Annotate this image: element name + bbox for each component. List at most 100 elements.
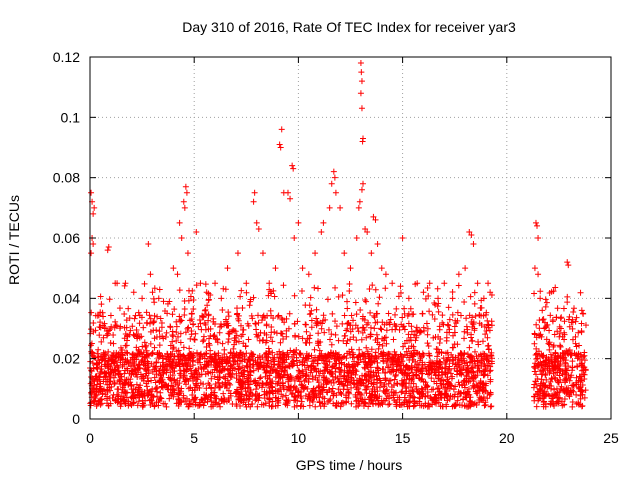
data-point [224, 265, 231, 272]
data-point [173, 337, 180, 344]
data-point [169, 338, 176, 345]
data-point [87, 402, 94, 409]
data-point [226, 357, 233, 364]
data-point [167, 324, 174, 331]
data-point [88, 326, 95, 333]
data-point [133, 326, 140, 333]
data-point [135, 309, 142, 316]
data-point [98, 365, 105, 372]
data-point [326, 397, 333, 404]
data-point [390, 361, 397, 368]
data-point [227, 350, 234, 357]
data-point [478, 357, 485, 364]
data-point [302, 339, 309, 346]
data-point [336, 379, 343, 386]
data-point [537, 385, 544, 392]
data-point [413, 372, 420, 379]
data-point [207, 347, 214, 354]
data-point [176, 397, 183, 404]
data-point [488, 358, 495, 365]
data-point [547, 312, 554, 319]
data-point [569, 358, 576, 365]
data-point [330, 400, 337, 407]
data-point [154, 350, 161, 357]
data-point [180, 198, 187, 205]
data-point [293, 347, 300, 354]
data-point [229, 367, 236, 374]
data-point [294, 362, 301, 369]
data-point [130, 289, 137, 296]
data-point [135, 346, 142, 353]
data-point [156, 342, 163, 349]
data-point [348, 384, 355, 391]
data-point [570, 305, 577, 312]
data-point [533, 351, 540, 358]
data-point [227, 392, 234, 399]
data-point [201, 319, 208, 326]
data-point [386, 392, 393, 399]
data-point [480, 360, 487, 367]
data-point [449, 295, 456, 302]
data-point [316, 399, 323, 406]
data-point [445, 304, 452, 311]
data-point [100, 334, 107, 341]
data-point [386, 377, 393, 384]
data-point [335, 337, 342, 344]
data-point [289, 390, 296, 397]
data-point [340, 386, 347, 393]
data-point [122, 331, 129, 338]
data-point [344, 367, 351, 374]
data-point [431, 378, 438, 385]
data-point [90, 241, 97, 248]
data-point [222, 373, 229, 380]
data-point [277, 144, 284, 151]
data-point [115, 350, 122, 357]
data-point [175, 353, 182, 360]
data-point [400, 343, 407, 350]
data-point [187, 293, 194, 300]
data-point [199, 396, 206, 403]
data-point [225, 309, 232, 316]
data-point [442, 370, 449, 377]
data-point [558, 314, 565, 321]
data-point [321, 403, 328, 410]
data-point [314, 356, 321, 363]
data-point [141, 389, 148, 396]
data-point [138, 390, 145, 397]
data-point [407, 398, 414, 405]
data-point [235, 396, 242, 403]
data-point [148, 360, 155, 367]
data-point [218, 295, 225, 302]
data-point [147, 328, 154, 335]
data-point [535, 235, 542, 241]
data-point [539, 382, 546, 389]
data-point [409, 352, 416, 359]
data-point [105, 244, 112, 251]
data-point [192, 330, 199, 337]
data-point [207, 291, 214, 298]
data-point [557, 376, 564, 383]
data-point [532, 378, 539, 385]
data-point [329, 385, 336, 392]
data-point [121, 311, 128, 318]
data-point [189, 373, 196, 380]
data-point [138, 357, 145, 364]
data-point [188, 310, 195, 317]
data-point [245, 336, 252, 343]
data-point [326, 204, 333, 211]
data-point [541, 359, 548, 366]
data-point [332, 318, 339, 325]
data-point [185, 385, 192, 392]
data-point [212, 321, 219, 328]
data-point [380, 366, 387, 373]
data-point [245, 322, 252, 329]
data-point [128, 382, 135, 389]
data-point [344, 337, 351, 344]
data-point [296, 368, 303, 375]
data-point [264, 375, 271, 382]
data-point [316, 383, 323, 390]
data-point [173, 318, 180, 325]
data-point [146, 320, 153, 327]
data-point [141, 365, 148, 372]
data-point [368, 380, 375, 387]
